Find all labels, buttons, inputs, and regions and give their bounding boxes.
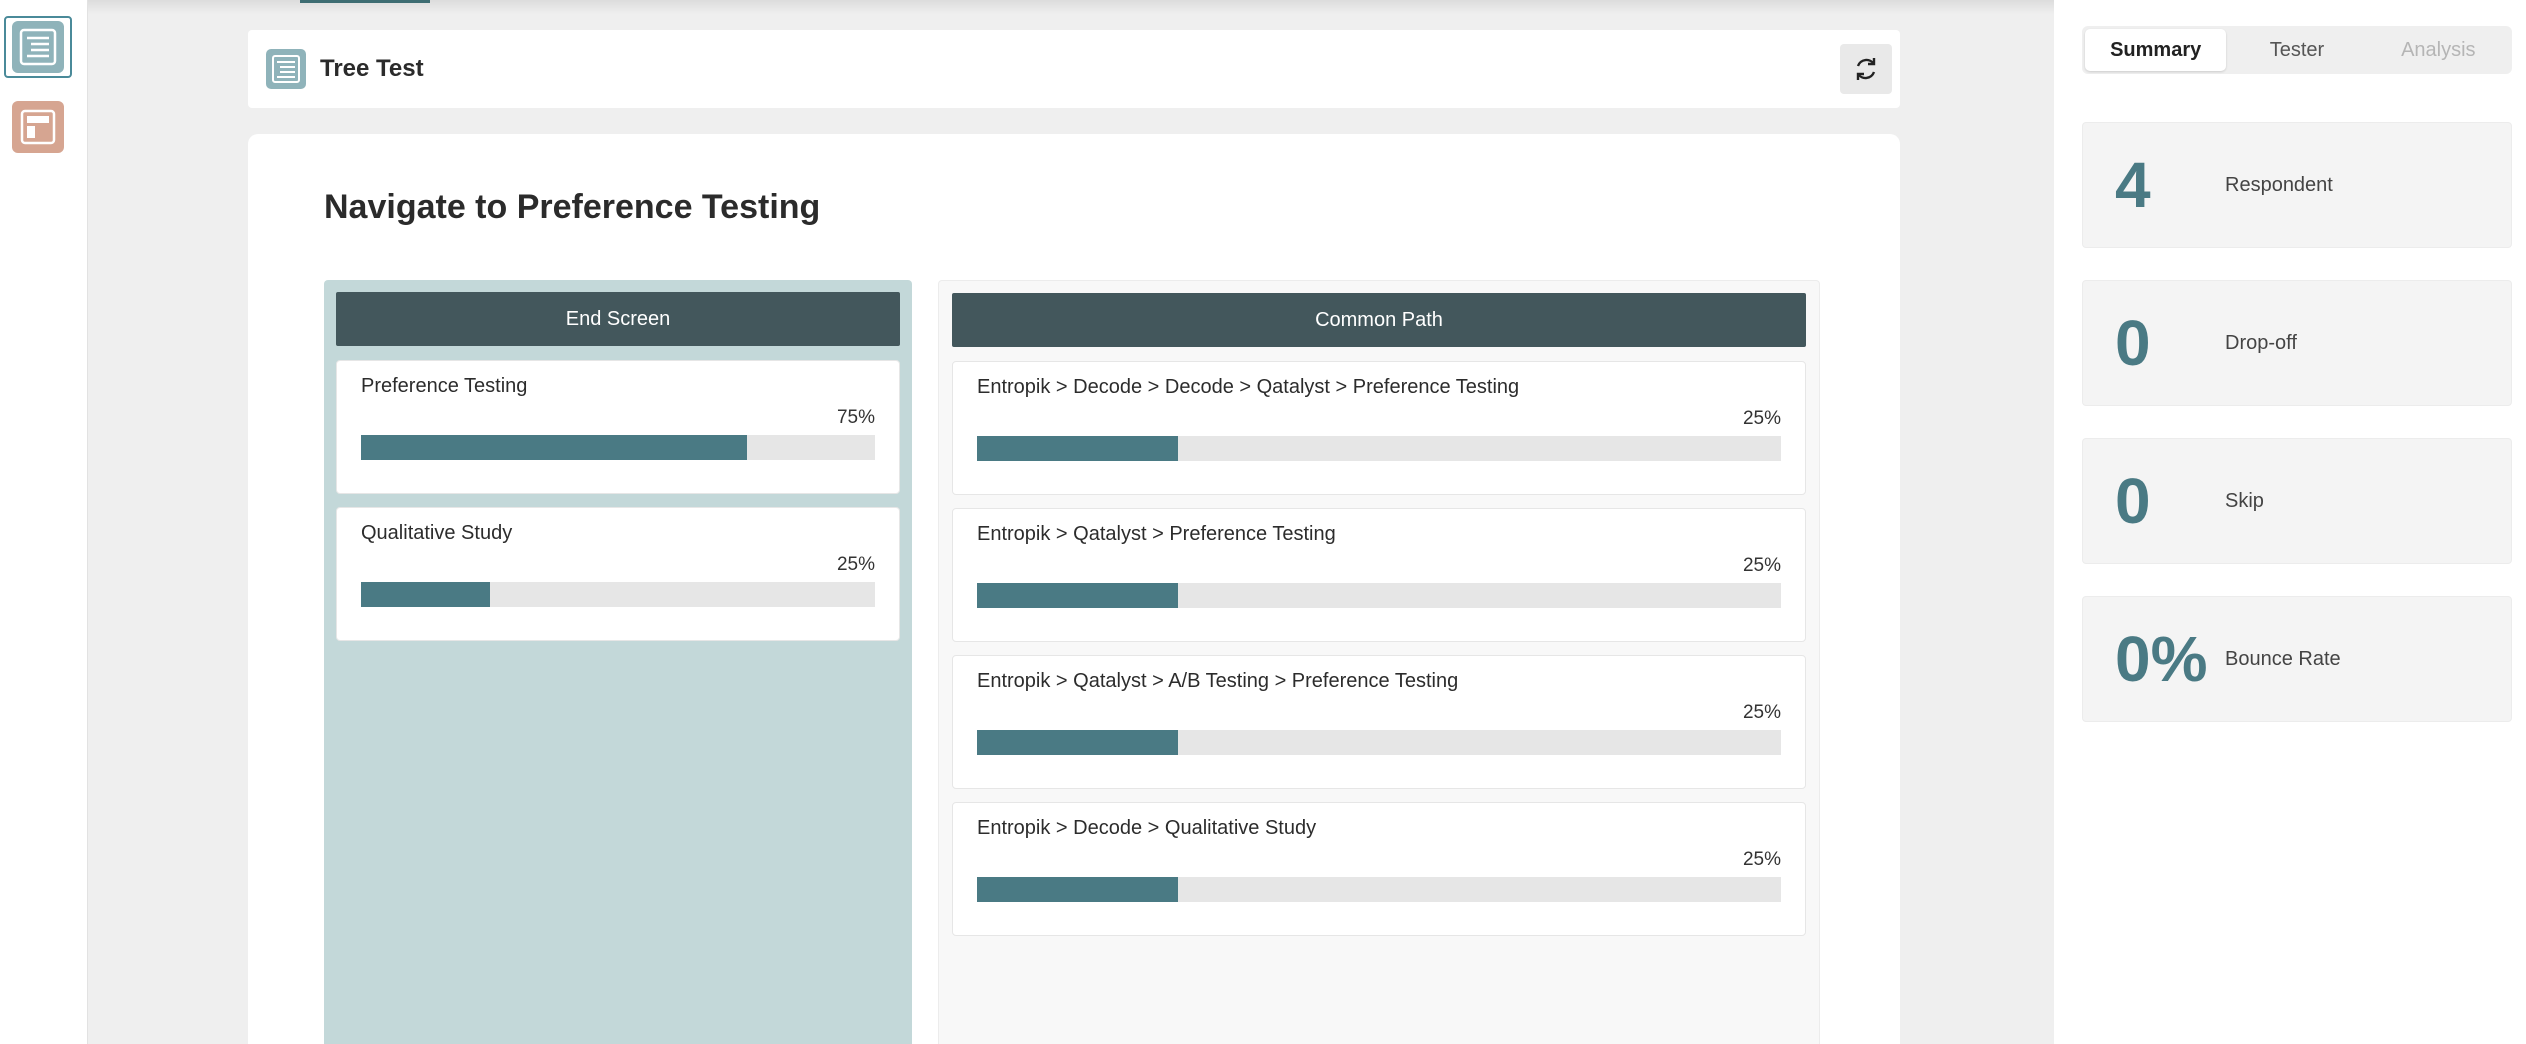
progress-bar xyxy=(361,582,875,607)
progress-bar xyxy=(361,435,875,460)
progress-bar-fill xyxy=(361,582,490,607)
stat-label: Respondent xyxy=(2225,173,2333,196)
end-screen-item: Qualitative Study 25% xyxy=(336,507,900,641)
progress-bar xyxy=(977,877,1781,902)
rail-item-preference-test[interactable] xyxy=(4,96,72,158)
stat-card-drop-off: 0 Drop-off xyxy=(2082,280,2512,406)
stat-value: 0 xyxy=(2115,465,2151,537)
common-path-header: Common Path xyxy=(952,293,1806,347)
stat-value: 4 xyxy=(2115,149,2151,221)
common-path-column: Common Path Entropik > Decode > Decode >… xyxy=(938,280,1820,1044)
progress-bar-fill xyxy=(977,877,1178,902)
end-screen-item-percent: 25% xyxy=(836,554,875,575)
progress-bar-fill xyxy=(361,435,747,460)
end-screen-item-label: Preference Testing xyxy=(361,375,528,397)
progress-bar xyxy=(977,730,1781,755)
common-path-item-percent: 25% xyxy=(1742,849,1781,870)
common-path-item-label: Entropik > Decode > Decode > Qatalyst > … xyxy=(977,376,1520,398)
summary-tabs: Summary Tester Analysis xyxy=(2082,26,2512,74)
active-tab-indicator xyxy=(300,0,430,3)
common-path-item: Entropik > Qatalyst > A/B Testing > Pref… xyxy=(952,655,1806,789)
progress-bar-fill xyxy=(977,730,1178,755)
stat-card-bounce-rate: 0% Bounce Rate xyxy=(2082,596,2512,722)
common-path-item: Entropik > Decode > Qualitative Study 25… xyxy=(952,802,1806,936)
refresh-icon xyxy=(1856,58,1876,80)
tab-summary[interactable]: Summary xyxy=(2085,29,2227,71)
stat-label: Drop-off xyxy=(2225,331,2297,354)
progress-bar xyxy=(977,436,1781,461)
left-rail xyxy=(0,0,88,1044)
tab-tester[interactable]: Tester xyxy=(2269,38,2325,61)
common-path-item: Entropik > Decode > Decode > Qatalyst > … xyxy=(952,361,1806,495)
block-header: Tree Test xyxy=(248,30,1900,108)
tree-test-icon xyxy=(12,21,64,73)
stat-card-respondent: 4 Respondent xyxy=(2082,122,2512,248)
tree-test-icon xyxy=(266,49,306,89)
tab-analysis[interactable]: Analysis xyxy=(2401,38,2476,61)
end-screen-item-percent: 75% xyxy=(836,407,875,428)
preference-test-icon xyxy=(12,101,64,153)
progress-bar xyxy=(977,583,1781,608)
common-path-item-label: Entropik > Qatalyst > Preference Testing xyxy=(977,523,1336,545)
refresh-button[interactable] xyxy=(1840,44,1892,94)
common-path-item-label: Entropik > Qatalyst > A/B Testing > Pref… xyxy=(977,670,1459,692)
stat-value: 0% xyxy=(2115,623,2208,695)
question-card: Navigate to Preference Testing End Scree… xyxy=(248,134,1900,1044)
rail-item-tree-test[interactable] xyxy=(4,16,72,78)
common-path-item-percent: 25% xyxy=(1742,702,1781,723)
main-area: Tree Test Navigate to Preference Testing… xyxy=(88,0,2054,1044)
end-screen-item: Preference Testing 75% xyxy=(336,360,900,494)
common-path-item-percent: 25% xyxy=(1742,408,1781,429)
progress-bar-fill xyxy=(977,583,1178,608)
common-path-item: Entropik > Qatalyst > Preference Testing… xyxy=(952,508,1806,642)
top-shadow xyxy=(88,0,2054,14)
question-title: Navigate to Preference Testing xyxy=(324,188,821,226)
block-title: Tree Test xyxy=(320,55,424,82)
common-path-item-label: Entropik > Decode > Qualitative Study xyxy=(977,817,1317,839)
stat-label: Bounce Rate xyxy=(2225,647,2341,670)
stat-value: 0 xyxy=(2115,307,2151,379)
end-screen-header: End Screen xyxy=(336,292,900,346)
summary-panel: Summary Tester Analysis 4 Respondent 0 D… xyxy=(2054,0,2526,1044)
stat-card-skip: 0 Skip xyxy=(2082,438,2512,564)
stat-label: Skip xyxy=(2225,489,2264,512)
end-screen-column: End Screen Preference Testing 75% Qualit… xyxy=(324,280,912,1044)
common-path-item-percent: 25% xyxy=(1742,555,1781,576)
end-screen-item-label: Qualitative Study xyxy=(361,522,513,544)
progress-bar-fill xyxy=(977,436,1178,461)
